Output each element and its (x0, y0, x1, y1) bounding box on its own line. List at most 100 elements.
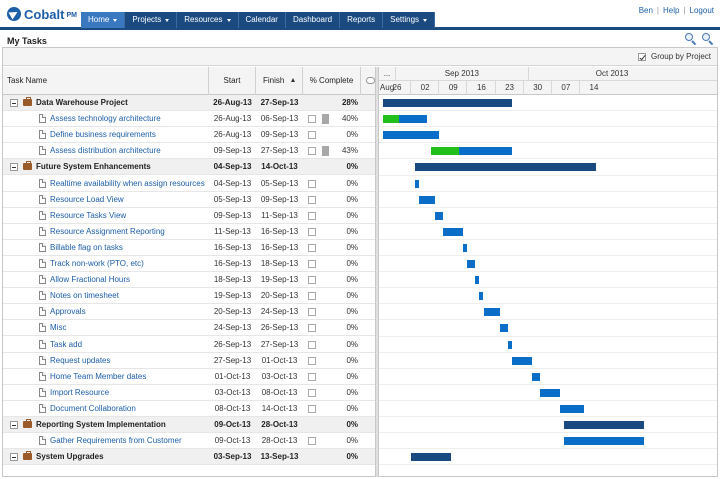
project-name[interactable]: Reporting System Implementation (36, 420, 166, 429)
complete-checkbox[interactable] (308, 276, 316, 285)
comments-cell[interactable] (361, 159, 375, 175)
task-bar[interactable] (435, 211, 444, 220)
comments-cell[interactable] (361, 304, 375, 320)
task-row[interactable]: Request updates 27-Sep-13 01-Oct-13 0% (3, 353, 375, 369)
column-task-name[interactable]: Task Name (3, 67, 209, 95)
comments-cell[interactable] (361, 95, 375, 111)
task-bar[interactable] (419, 195, 436, 204)
complete-checkbox[interactable] (308, 211, 316, 220)
task-row[interactable]: Task add 26-Sep-13 27-Sep-13 0% (3, 337, 375, 353)
task-name-link[interactable]: Billable flag on tasks (50, 242, 123, 252)
nav-dashboard[interactable]: Dashboard (285, 12, 341, 28)
task-bar[interactable] (559, 404, 584, 413)
task-row[interactable]: Track non-work (PTO, etc) 16-Sep-13 18-Sep… (3, 256, 375, 272)
complete-checkbox[interactable] (308, 324, 316, 333)
task-name-link[interactable]: Track non-work (PTO, etc) (50, 259, 144, 268)
task-row[interactable]: Misc 24-Sep-13 26-Sep-13 0% (3, 320, 375, 337)
task-row[interactable]: Allow Fractional Hours 18-Sep-13 19-Sep-13… (3, 272, 375, 289)
comments-cell[interactable] (361, 224, 375, 240)
nav-projects[interactable]: Projects (125, 12, 178, 28)
collapse-icon[interactable] (10, 163, 18, 172)
task-row[interactable]: Document Collaboration 08-Oct-13 14-Oct-13… (3, 401, 375, 417)
task-bar[interactable] (383, 131, 440, 140)
task-bar[interactable] (463, 243, 468, 252)
collapse-icon[interactable] (10, 453, 18, 462)
nav-home[interactable]: Home (81, 12, 126, 28)
task-name-link[interactable]: Define business requirements (50, 130, 156, 140)
task-name-link[interactable]: Home Team Member dates (50, 371, 147, 381)
column-finish[interactable]: Finish (256, 67, 303, 95)
complete-checkbox[interactable] (308, 372, 316, 381)
task-name-link[interactable]: Misc (50, 323, 67, 333)
nav-settings[interactable]: Settings (383, 12, 436, 28)
project-summary-bar[interactable] (563, 421, 645, 429)
comments-cell[interactable] (361, 401, 375, 417)
comments-cell[interactable] (361, 320, 375, 336)
task-row[interactable]: Define business requirements 26-Aug-13 09-… (3, 127, 375, 144)
task-progress-bar[interactable] (431, 147, 460, 156)
task-bar[interactable] (511, 356, 532, 365)
complete-checkbox[interactable] (308, 388, 316, 397)
collapse-icon[interactable] (10, 99, 18, 107)
task-name-link[interactable]: Realtime availability when assign resour… (50, 178, 205, 188)
task-bar[interactable] (563, 437, 645, 446)
comments-cell[interactable] (361, 240, 375, 256)
complete-checkbox[interactable] (308, 260, 316, 268)
complete-checkbox[interactable] (308, 243, 316, 252)
zoom-out-icon[interactable] (702, 33, 714, 46)
comments-cell[interactable] (361, 449, 375, 465)
task-bar[interactable] (399, 115, 428, 124)
complete-checkbox[interactable] (308, 131, 316, 140)
comments-cell[interactable] (361, 288, 375, 304)
task-row[interactable]: Home Team Member dates 01-Oct-13 03-Oct-13… (3, 369, 375, 385)
task-row[interactable]: Assess distribution architecture 09-Sep-1… (3, 143, 375, 160)
nav-resources[interactable]: Resources (177, 12, 239, 28)
project-summary-bar[interactable] (415, 163, 597, 172)
task-row[interactable]: Resource Assignment Reporting 11-Sep-13 16… (3, 224, 375, 240)
logo[interactable]: Cobalt PM (7, 6, 77, 22)
comments-cell[interactable] (361, 127, 375, 143)
task-bar[interactable] (443, 227, 464, 236)
task-name-link[interactable]: Notes on timesheet (50, 291, 119, 301)
project-row[interactable]: Data Warehouse Project 26-Aug-13 27-Sep-13… (3, 95, 375, 111)
project-name[interactable]: Future System Enhancements (36, 162, 151, 172)
task-name-link[interactable]: Allow Fractional Hours (50, 275, 131, 285)
task-row[interactable]: Resource Tasks View 09-Sep-13 11-Sep-13 0% (3, 208, 375, 224)
task-bar[interactable] (475, 276, 480, 285)
task-name-link[interactable]: Assess distribution architecture (50, 146, 161, 156)
complete-checkbox[interactable] (308, 179, 316, 188)
comments-cell[interactable] (361, 176, 375, 192)
task-name-link[interactable]: Approvals (50, 307, 86, 317)
task-row[interactable]: Assess technology architecture 26-Aug-13 0… (3, 111, 375, 128)
task-row[interactable]: Resource Load View 05-Sep-13 09-Sep-13 0% (3, 192, 375, 208)
task-name-link[interactable]: Gather Requirements from Customer (50, 436, 182, 446)
comments-cell[interactable] (361, 192, 375, 208)
comments-cell[interactable] (361, 353, 375, 369)
task-bar[interactable] (483, 308, 500, 317)
complete-checkbox[interactable] (308, 195, 316, 204)
comments-cell[interactable] (361, 272, 375, 288)
user-link-ben[interactable]: Ben (638, 6, 653, 15)
task-name-link[interactable]: Document Collaboration (50, 403, 136, 413)
task-bar[interactable] (415, 179, 420, 188)
zoom-in-icon[interactable] (685, 33, 697, 46)
comments-cell[interactable] (361, 256, 375, 272)
task-row[interactable]: Import Resource 03-Oct-13 08-Oct-13 0% (3, 385, 375, 401)
task-name-link[interactable]: Task add (50, 339, 83, 349)
project-row[interactable]: System Upgrades 03-Sep-13 13-Sep-13 0% (3, 449, 375, 466)
task-bar[interactable] (499, 324, 508, 333)
complete-checkbox[interactable] (308, 227, 316, 236)
group-by-project-toggle[interactable]: Group by Project (637, 52, 711, 61)
nav-reports[interactable]: Reports (340, 12, 384, 28)
task-bar[interactable] (459, 147, 512, 156)
column-pct-complete[interactable]: % Complete (303, 67, 361, 95)
task-name-link[interactable]: Import Resource (50, 387, 110, 397)
task-bar[interactable] (531, 372, 540, 381)
nav-calendar[interactable]: Calendar (238, 12, 286, 28)
task-bar[interactable] (467, 260, 476, 268)
comments-cell[interactable] (361, 417, 375, 433)
project-name[interactable]: Data Warehouse Project (36, 98, 128, 107)
project-row[interactable]: Future System Enhancements 04-Sep-13 14-Oc… (3, 159, 375, 176)
task-bar[interactable] (507, 340, 512, 349)
complete-checkbox[interactable] (308, 437, 316, 446)
